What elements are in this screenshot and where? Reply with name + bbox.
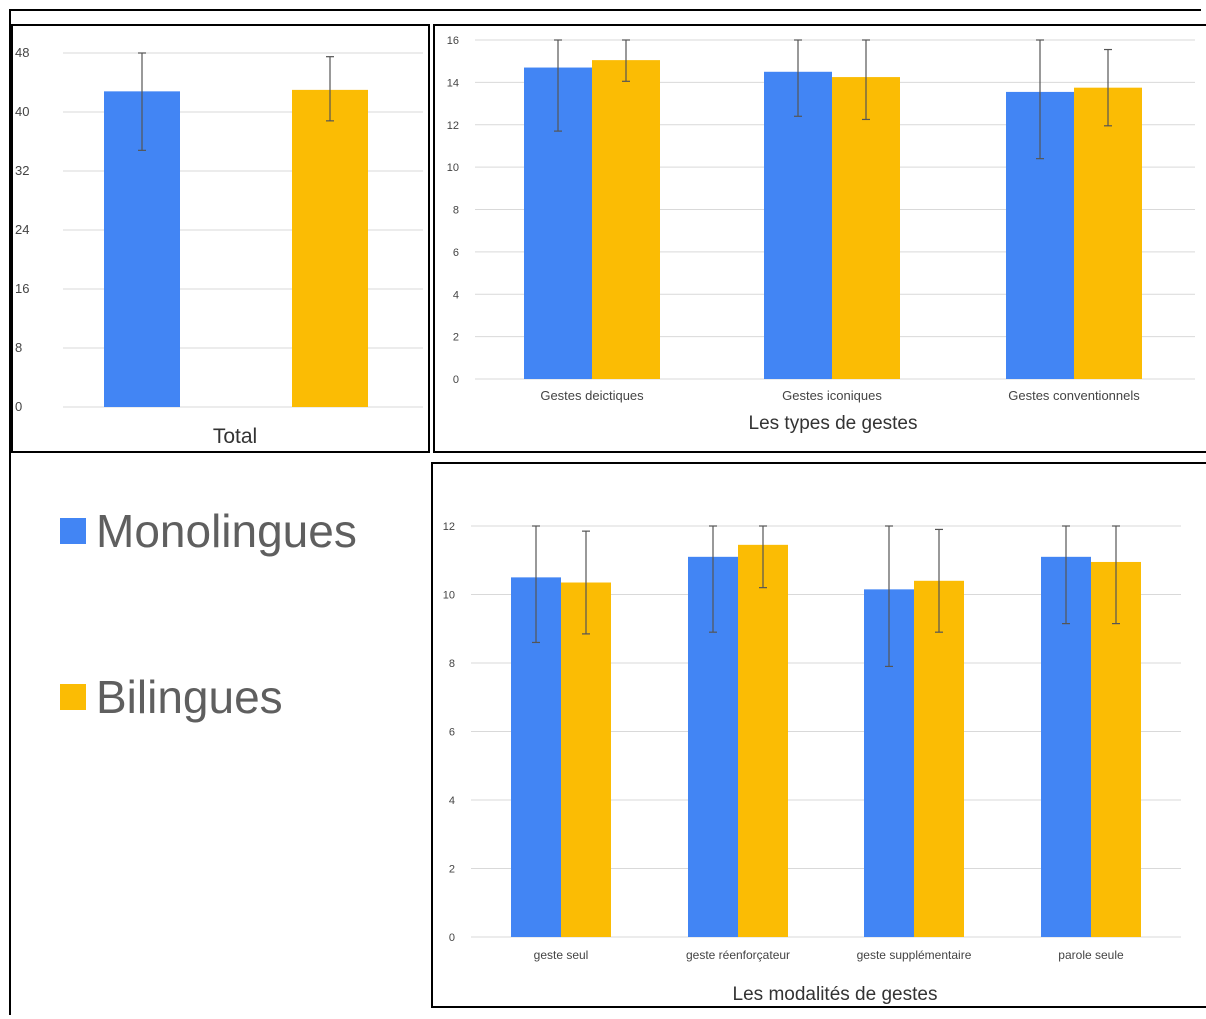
legend-item-bilingues: Bilingues <box>60 670 283 724</box>
x-category-label-modalites: geste seul <box>534 948 589 962</box>
y-tick-label-modalites: 10 <box>443 590 455 602</box>
y-tick-label-total: 16 <box>15 281 29 296</box>
y-tick-label-modalites: 4 <box>449 795 455 807</box>
x-category-label-types: Gestes conventionnels <box>1008 388 1140 403</box>
y-tick-label-total: 32 <box>15 163 29 178</box>
bar-modalites-bilingues-0 <box>561 582 611 937</box>
y-tick-label-modalites: 8 <box>449 658 455 670</box>
bar-types-bilingues-2 <box>1074 87 1142 379</box>
y-tick-label-types: 14 <box>447 77 459 89</box>
outer-frame <box>9 9 1201 1015</box>
bar-types-monolingues-1 <box>764 71 832 379</box>
legend-swatch-bilingues <box>60 684 86 710</box>
x-axis-title-total: Total <box>213 425 257 448</box>
x-category-label-types: Gestes deictiques <box>540 388 644 403</box>
y-tick-label-total: 48 <box>15 45 29 60</box>
bar-types-bilingues-0 <box>592 60 660 380</box>
legend: Monolingues Bilingues <box>60 478 405 738</box>
chart-panel-modalites: 0 2 4 6 8 10 12 geste seul geste réenforçateur ge… <box>431 462 1206 1008</box>
y-tick-label-types: 12 <box>447 120 459 132</box>
bar-modalites-bilingues-3 <box>1091 561 1141 937</box>
y-tick-label-total: 40 <box>15 104 29 119</box>
bar-modalites-bilingues-1 <box>738 544 788 937</box>
y-tick-label-types: 2 <box>453 332 459 344</box>
y-tick-label-types: 4 <box>453 289 459 301</box>
bar-total-bilingues-0 <box>292 89 368 407</box>
legend-swatch-monolingues <box>60 518 86 544</box>
y-tick-label-modalites: 12 <box>443 521 455 533</box>
x-category-label-modalites: geste supplémentaire <box>857 948 972 962</box>
bar-modalites-bilingues-2 <box>914 580 964 937</box>
legend-label-monolingues: Monolingues <box>96 505 357 557</box>
bar-types-bilingues-1 <box>832 77 900 379</box>
x-axis-title-types: Les types de gestes <box>749 413 918 434</box>
chart-total: 0 8 16 24 32 40 48 Total <box>15 45 423 448</box>
y-tick-label-modalites: 2 <box>449 864 455 876</box>
x-axis-title-modalites: Les modalités de gestes <box>733 984 938 1005</box>
y-tick-label-total: 8 <box>15 340 22 355</box>
y-tick-label-types: 6 <box>453 247 459 259</box>
x-category-label-modalites: geste réenforçateur <box>686 948 790 962</box>
chart-modalites: 0 2 4 6 8 10 12 geste seul geste réenforçateur ge… <box>443 521 1181 1005</box>
y-tick-label-types: 10 <box>447 162 459 174</box>
y-tick-label-modalites: 6 <box>449 727 455 739</box>
x-category-label-types: Gestes iconiques <box>782 388 882 403</box>
y-tick-label-total: 0 <box>15 399 22 414</box>
x-category-label-modalites: parole seule <box>1058 948 1124 962</box>
chart-panel-total: 0 8 16 24 32 40 48 Total <box>11 24 430 453</box>
chart-panel-types: 0 2 4 6 8 10 12 14 16 Gestes deictiques Gestes ico… <box>433 24 1206 453</box>
y-tick-label-total: 24 <box>15 222 29 237</box>
y-tick-label-modalites: 0 <box>449 932 455 944</box>
legend-item-monolingues: Monolingues <box>60 504 357 558</box>
y-tick-label-types: 16 <box>447 35 459 47</box>
legend-label-bilingues: Bilingues <box>96 671 283 723</box>
chart-types: 0 2 4 6 8 10 12 14 16 Gestes deictiques Gestes ico… <box>447 35 1195 434</box>
y-tick-label-types: 8 <box>453 205 459 217</box>
y-tick-label-types: 0 <box>453 374 459 386</box>
